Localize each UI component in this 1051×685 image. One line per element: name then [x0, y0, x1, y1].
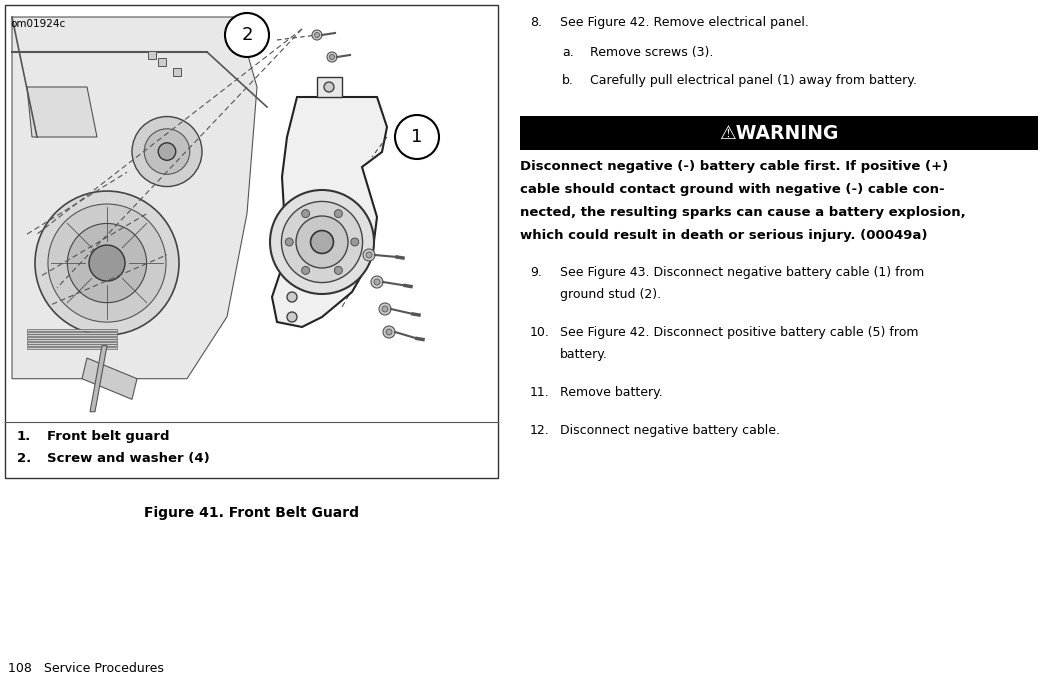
Text: 108   Service Procedures: 108 Service Procedures [8, 662, 164, 675]
Circle shape [296, 216, 348, 268]
Circle shape [285, 238, 293, 246]
Text: Remove battery.: Remove battery. [560, 386, 663, 399]
Text: 2.: 2. [17, 452, 32, 465]
Circle shape [144, 129, 190, 174]
Circle shape [382, 306, 388, 312]
Circle shape [366, 252, 372, 258]
Circle shape [383, 326, 395, 338]
Polygon shape [27, 87, 97, 137]
Circle shape [302, 210, 310, 218]
Circle shape [386, 329, 392, 335]
Bar [27, 344, 117, 346]
Circle shape [270, 190, 374, 294]
Text: 1: 1 [411, 128, 423, 146]
Polygon shape [90, 346, 107, 412]
Text: battery.: battery. [560, 348, 607, 361]
Circle shape [287, 292, 297, 302]
Circle shape [327, 52, 337, 62]
Text: which could result in death or serious injury. (00049a): which could result in death or serious i… [520, 229, 927, 242]
Text: See Figure 42. Disconnect positive battery cable (5) from: See Figure 42. Disconnect positive batte… [560, 326, 919, 339]
Bar [27, 342, 117, 344]
Text: Remove screws (3).: Remove screws (3). [590, 46, 714, 59]
Text: Front belt guard: Front belt guard [47, 430, 169, 443]
Text: b.: b. [562, 74, 574, 87]
Bar [27, 332, 117, 334]
Bar [520, 116, 1038, 150]
Circle shape [287, 312, 297, 322]
Text: Carefully pull electrical panel (1) away from battery.: Carefully pull electrical panel (1) away… [590, 74, 916, 87]
Circle shape [48, 204, 166, 322]
Circle shape [379, 303, 391, 315]
Bar [27, 329, 117, 331]
Circle shape [225, 13, 269, 57]
Text: Disconnect negative (-) battery cable first. If positive (+): Disconnect negative (-) battery cable fi… [520, 160, 948, 173]
Circle shape [334, 210, 343, 218]
Text: 2: 2 [242, 26, 252, 44]
Text: 11.: 11. [530, 386, 550, 399]
Bar [158, 58, 166, 66]
Polygon shape [82, 358, 137, 399]
Circle shape [374, 279, 380, 285]
Text: om01924c: om01924c [11, 19, 65, 29]
Circle shape [282, 201, 363, 282]
Circle shape [334, 266, 343, 275]
Circle shape [371, 276, 383, 288]
Circle shape [324, 82, 334, 92]
Text: See Figure 43. Disconnect negative battery cable (1) from: See Figure 43. Disconnect negative batte… [560, 266, 924, 279]
Circle shape [330, 55, 334, 60]
Text: See Figure 42. Remove electrical panel.: See Figure 42. Remove electrical panel. [560, 16, 809, 29]
Circle shape [302, 266, 310, 275]
Text: 8.: 8. [530, 16, 542, 29]
Polygon shape [317, 77, 342, 97]
Text: cable should contact ground with negative (-) cable con-: cable should contact ground with negativ… [520, 183, 945, 196]
Bar [148, 51, 156, 59]
Circle shape [312, 30, 322, 40]
Text: Figure 41. Front Belt Guard: Figure 41. Front Belt Guard [144, 506, 359, 520]
Polygon shape [272, 97, 387, 327]
Text: ⚠WARNING: ⚠WARNING [719, 123, 839, 142]
Text: 12.: 12. [530, 424, 550, 437]
Bar [7, 7, 496, 420]
Text: 9.: 9. [530, 266, 542, 279]
Circle shape [159, 142, 176, 160]
Polygon shape [12, 17, 257, 379]
Text: Screw and washer (4): Screw and washer (4) [47, 452, 210, 465]
Text: a.: a. [562, 46, 574, 59]
Circle shape [132, 116, 202, 186]
Bar [27, 336, 117, 338]
Bar [173, 68, 181, 76]
Bar [5, 5, 498, 478]
Bar [27, 334, 117, 336]
Bar [27, 347, 117, 349]
Text: ground stud (2).: ground stud (2). [560, 288, 661, 301]
Circle shape [351, 238, 358, 246]
Circle shape [314, 32, 320, 38]
Circle shape [310, 231, 333, 253]
Circle shape [395, 115, 439, 159]
Circle shape [363, 249, 375, 261]
Circle shape [67, 223, 146, 303]
Text: nected, the resulting sparks can cause a battery explosion,: nected, the resulting sparks can cause a… [520, 206, 966, 219]
Circle shape [35, 191, 179, 335]
Bar [27, 339, 117, 341]
Text: 1.: 1. [17, 430, 32, 443]
Text: Disconnect negative battery cable.: Disconnect negative battery cable. [560, 424, 780, 437]
Text: 10.: 10. [530, 326, 550, 339]
Circle shape [89, 245, 125, 281]
